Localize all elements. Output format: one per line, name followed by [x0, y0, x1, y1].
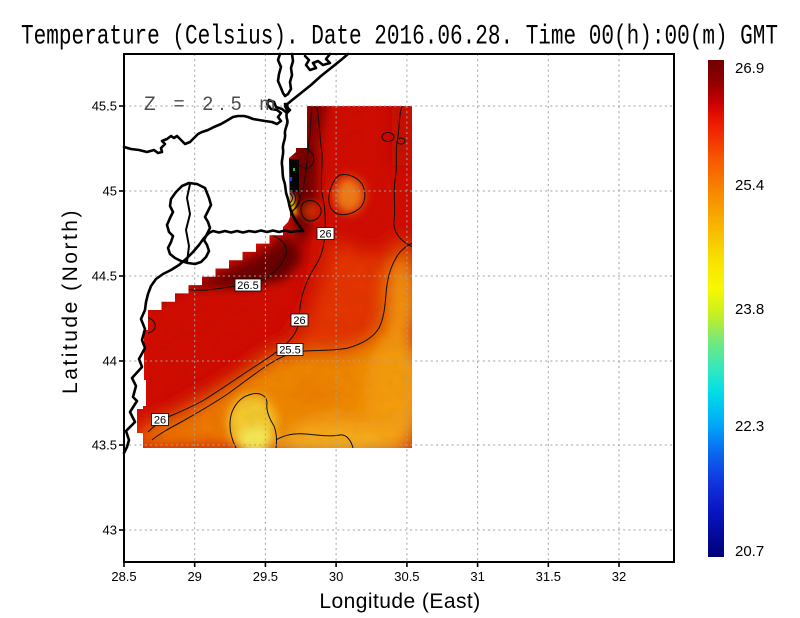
svg-text:43: 43 [103, 523, 117, 538]
svg-text:30: 30 [329, 569, 343, 584]
svg-text:44: 44 [103, 354, 117, 369]
svg-text:26: 26 [154, 415, 166, 427]
svg-text:26.9: 26.9 [735, 60, 764, 77]
svg-text:22.3: 22.3 [735, 418, 764, 435]
svg-text:31.5: 31.5 [536, 569, 561, 584]
svg-text:43.5: 43.5 [92, 438, 117, 453]
svg-text:45.5: 45.5 [92, 99, 117, 114]
svg-text:28.5: 28.5 [111, 569, 136, 584]
svg-text:Temperature (Celsius). Date 20: Temperature (Celsius). Date 2016.06.28. … [21, 22, 778, 52]
svg-text:Longitude (East): Longitude (East) [319, 590, 480, 613]
svg-text:29: 29 [187, 569, 201, 584]
svg-text:29.5: 29.5 [253, 569, 278, 584]
svg-text:25.5: 25.5 [279, 345, 300, 357]
svg-text:31: 31 [470, 569, 484, 584]
svg-text:30.5: 30.5 [394, 569, 419, 584]
svg-text:45: 45 [103, 184, 117, 199]
svg-text:26: 26 [319, 229, 331, 241]
svg-text:44.5: 44.5 [92, 269, 117, 284]
svg-text:26: 26 [293, 315, 305, 327]
svg-text:Z = 2.5 m: Z = 2.5 m [144, 94, 281, 115]
svg-text:32: 32 [612, 569, 626, 584]
svg-text:Latitude (North): Latitude (North) [59, 208, 82, 394]
svg-text:20.7: 20.7 [735, 543, 764, 560]
svg-text:26.5: 26.5 [237, 280, 258, 292]
svg-text:25.4: 25.4 [735, 177, 764, 194]
svg-text:23.8: 23.8 [735, 301, 764, 318]
